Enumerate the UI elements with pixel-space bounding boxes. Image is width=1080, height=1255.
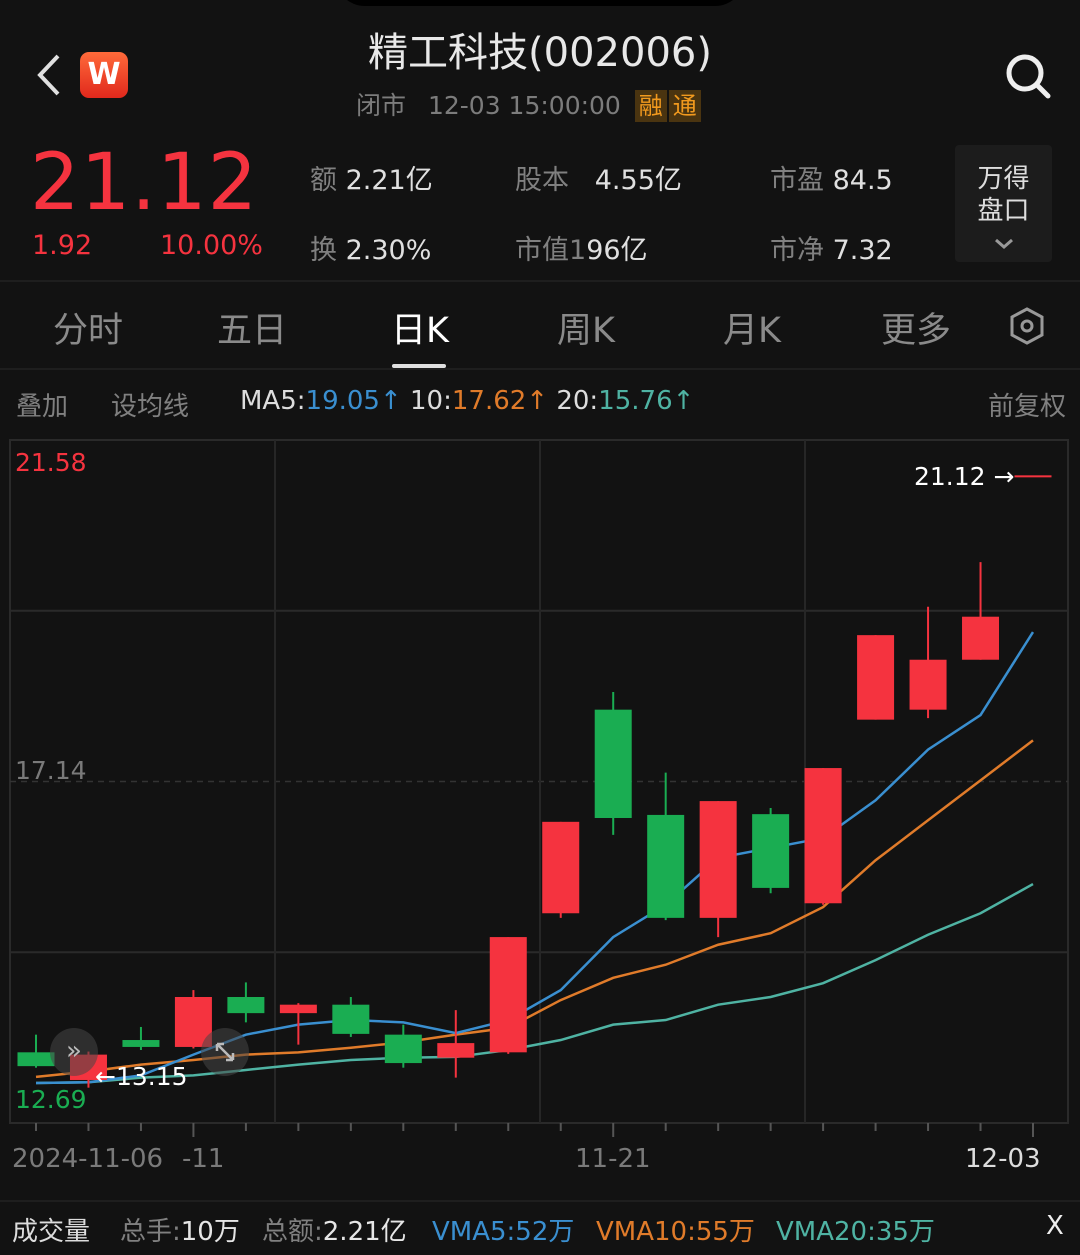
candle-down	[227, 997, 265, 1014]
double-chevron-right-icon: »	[66, 1036, 82, 1066]
candlestick-chart[interactable]	[0, 0, 1080, 1200]
volume-title: 成交量	[12, 1217, 91, 1247]
candle-down	[17, 1052, 55, 1067]
stat-market-cap: 市值196亿	[515, 235, 648, 266]
chart-settings-button[interactable]	[1008, 306, 1046, 350]
min-price-marker: ←13.15	[95, 1062, 188, 1091]
last-price: 21.12	[30, 138, 259, 228]
overlay-button[interactable]: 叠加	[16, 392, 69, 422]
tab-intraday[interactable]: 分时	[52, 311, 124, 351]
vma5: VMA5:52万	[432, 1217, 575, 1247]
candle-down	[594, 709, 632, 818]
settings-hexagon-icon	[1010, 307, 1044, 345]
expand-arrows-icon	[215, 1042, 235, 1062]
last-price-marker: 21.12 →	[914, 462, 1015, 491]
search-icon	[1006, 54, 1051, 99]
wind-label-2: 盘口	[977, 196, 1030, 226]
chevron-left-icon	[37, 54, 60, 96]
candle-up	[804, 768, 842, 904]
chevron-down-icon	[994, 238, 1013, 249]
divider	[0, 1200, 1080, 1202]
candle-up	[699, 801, 737, 918]
set-ma-button[interactable]: 设均线	[111, 392, 190, 422]
x-label-11-21: 11-21	[575, 1144, 651, 1174]
page-title: 精工科技(002006)	[368, 30, 712, 76]
divider	[0, 368, 1080, 370]
x-label-12-03: 12-03	[965, 1144, 1041, 1174]
search-button[interactable]	[1003, 52, 1053, 106]
price-change: 1.92	[32, 230, 93, 261]
scroll-fast-button[interactable]: »	[50, 1028, 98, 1076]
tab-daily-k[interactable]: 日K	[391, 311, 449, 351]
candle-up	[1014, 475, 1052, 478]
wind-label-1: 万得	[977, 164, 1030, 194]
total-amount: 总额:2.21亿	[262, 1217, 407, 1247]
candle-up	[962, 616, 1000, 660]
status-datetime: 12-03 15:00:00	[427, 91, 621, 120]
x-label-11: -11	[182, 1144, 225, 1174]
connect-badge: 通	[668, 90, 701, 122]
close-volume-button[interactable]: X	[1046, 1211, 1064, 1241]
stat-amount: 额 2.21亿	[310, 165, 433, 196]
stat-pe: 市盈 84.5	[770, 165, 893, 196]
candle-up	[542, 821, 580, 914]
candle-up	[489, 937, 527, 1053]
status-text: 闭市	[356, 91, 407, 120]
candle-up	[279, 1004, 317, 1014]
total-hands: 总手:10万	[120, 1217, 240, 1247]
stat-pb: 市净 7.32	[770, 235, 893, 266]
price-change-pct: 10.00%	[160, 230, 263, 261]
stat-shares: 股本 4.55亿	[515, 165, 682, 196]
back-button[interactable]	[34, 52, 64, 102]
stat-turnover: 换 2.30%	[310, 235, 432, 266]
candle-down	[332, 1004, 370, 1034]
candle-down	[752, 814, 790, 888]
vma10: VMA10:55万	[596, 1217, 755, 1247]
candle-down	[384, 1034, 422, 1064]
wind-orderbook-button[interactable]: 万得 盘口	[955, 145, 1052, 262]
y-axis-mid-label: 17.14	[15, 756, 87, 785]
vma20: VMA20:35万	[776, 1217, 935, 1247]
market-status: 闭市 12-03 15:00:00 融通	[356, 86, 701, 122]
tab-monthly-k[interactable]: 月K	[723, 311, 781, 351]
fullscreen-button[interactable]	[201, 1028, 249, 1076]
camera-notch	[335, 0, 745, 6]
adjust-mode-button[interactable]: 前复权	[988, 392, 1067, 422]
tab-five-day[interactable]: 五日	[216, 311, 288, 351]
x-label-start: 2024-11-06	[12, 1144, 164, 1174]
candle-up	[857, 635, 895, 720]
candle-down	[647, 814, 685, 918]
candle-up	[437, 1043, 475, 1058]
y-axis-max-label: 21.58	[15, 448, 87, 477]
candle-up	[909, 659, 947, 710]
app-logo: W	[80, 52, 128, 98]
divider	[0, 280, 1080, 282]
tab-weekly-k[interactable]: 周K	[557, 311, 615, 351]
margin-badge: 融	[634, 90, 667, 122]
candle-down	[122, 1040, 160, 1047]
ma-values: MA5:19.05↑ 10:17.62↑ 20:15.76↑	[240, 386, 695, 416]
ma20-line	[35, 882, 1034, 1085]
tab-more[interactable]: 更多	[880, 311, 952, 351]
y-axis-min-label: 12.69	[15, 1085, 87, 1114]
active-tab-indicator	[392, 364, 446, 368]
